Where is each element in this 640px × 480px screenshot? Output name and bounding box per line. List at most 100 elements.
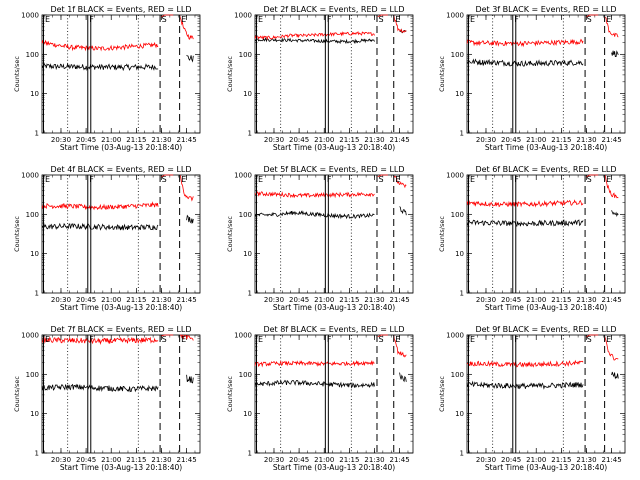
lld-trace — [161, 174, 174, 178]
lld-trace — [586, 174, 599, 178]
y-tick-label: 1000 — [21, 172, 39, 180]
events-trace — [399, 206, 407, 216]
marker-label: S — [587, 175, 592, 184]
y-tick-label: 100 — [451, 211, 464, 219]
panel-det-2: Det 2f BLACK = Events, RED = LLD 1 10 100 10… — [226, 5, 414, 152]
plot-frame — [466, 334, 626, 454]
events-trace — [254, 37, 375, 45]
x-tick-label: 21:00 — [101, 456, 121, 464]
x-tick-label: 21:00 — [526, 456, 546, 464]
marker-label: S — [587, 335, 592, 344]
marker-label: E — [470, 15, 475, 24]
panel-title: Det 7f BLACK = Events, RED = LLD — [50, 325, 191, 334]
y-axis-label: Counts/sec — [226, 376, 234, 412]
x-tick-label: 20:30 — [264, 296, 284, 304]
x-tick-label: 21:30 — [151, 456, 171, 464]
x-tick-label: 20:45 — [289, 456, 309, 464]
events-trace — [186, 214, 194, 224]
x-tick-label: 21:00 — [526, 296, 546, 304]
x-tick-label: 21:30 — [151, 296, 171, 304]
x-tick-label: 21:45 — [390, 296, 410, 304]
plot-frame — [41, 14, 201, 134]
y-tick-label: 100 — [451, 371, 464, 379]
y-tick-label: 10 — [243, 90, 252, 98]
y-tick-label: 100 — [239, 51, 252, 59]
x-axis-label: Start Time (03-Aug-13 20:18:40) — [273, 463, 395, 472]
panel-det-3: Det 3f BLACK = Events, RED = LLD 1 10 100 10… — [438, 5, 626, 152]
panel-det-6: Det 6f BLACK = Events, RED = LLD 1 10 100 10… — [438, 165, 626, 312]
panel-title: Det 5f BLACK = Events, RED = LLD — [263, 165, 404, 174]
y-tick-label: 100 — [451, 51, 464, 59]
panel-title: Det 3f BLACK = Events, RED = LLD — [475, 5, 616, 14]
marker-label: E — [606, 15, 611, 24]
x-tick-label: 21:15 — [339, 296, 359, 304]
marker-label: E — [606, 335, 611, 344]
y-axis-label: Counts/sec — [226, 216, 234, 252]
lld-trace — [466, 359, 584, 368]
x-tick-label: 20:45 — [289, 296, 309, 304]
y-tick-label: 10 — [455, 250, 464, 258]
lld-trace — [179, 14, 194, 40]
x-tick-label: 21:30 — [576, 136, 596, 144]
events-trace — [611, 210, 619, 218]
lld-trace — [586, 334, 599, 338]
marker-label: F — [89, 335, 94, 344]
events-trace — [611, 371, 619, 380]
x-tick-label: 21:30 — [364, 136, 384, 144]
x-axis-label: Start Time (03-Aug-13 20:18:40) — [273, 143, 395, 152]
x-tick-label: 21:45 — [177, 296, 197, 304]
lld-trace — [161, 334, 174, 337]
y-tick-label: 100 — [239, 371, 252, 379]
y-tick-label: 1 — [248, 290, 252, 298]
y-axis-label: Counts/sec — [13, 56, 21, 92]
marker-label: E — [258, 335, 263, 344]
marker-label: E — [395, 335, 400, 344]
marker-label: E — [606, 175, 611, 184]
y-tick-label: 1 — [248, 450, 252, 458]
plot-frame — [254, 174, 414, 294]
plot-frame — [41, 174, 201, 294]
y-tick-label: 10 — [243, 250, 252, 258]
y-axis-label: Counts/sec — [438, 56, 446, 92]
marker-label: S — [162, 15, 167, 24]
x-tick-label: 21:30 — [151, 136, 171, 144]
y-tick-label: 1000 — [234, 12, 252, 20]
x-tick-label: 21:00 — [314, 296, 334, 304]
events-trace — [466, 219, 584, 227]
y-tick-label: 1 — [460, 290, 464, 298]
y-axis-label: Counts/sec — [13, 216, 21, 252]
marker-label: E — [470, 335, 475, 344]
x-tick-label: 21:45 — [390, 456, 410, 464]
y-tick-label: 1 — [460, 130, 464, 138]
marker-label: F — [89, 15, 94, 24]
lld-trace — [377, 14, 388, 18]
x-tick-label: 21:15 — [551, 136, 571, 144]
marker-label: F — [514, 15, 519, 24]
lld-trace — [254, 191, 375, 199]
x-tick-label: 20:45 — [501, 136, 521, 144]
lld-trace — [393, 175, 407, 189]
events-trace — [466, 380, 584, 390]
events-trace — [41, 62, 159, 72]
x-tick-label: 20:45 — [501, 456, 521, 464]
x-axis-label: Start Time (03-Aug-13 20:18:40) — [273, 303, 395, 312]
x-axis-label: Start Time (03-Aug-13 20:18:40) — [60, 303, 182, 312]
x-tick-label: 21:45 — [177, 456, 197, 464]
y-axis-label: Counts/sec — [438, 376, 446, 412]
y-tick-label: 10 — [30, 90, 39, 98]
y-tick-label: 1000 — [446, 332, 464, 340]
lld-trace — [393, 334, 407, 358]
x-tick-label: 20:30 — [264, 456, 284, 464]
plot-frame — [41, 334, 201, 454]
panel-det-4: Det 4f BLACK = Events, RED = LLD 1 10 100 10… — [13, 165, 201, 312]
marker-label: E — [470, 175, 475, 184]
events-trace — [41, 383, 159, 393]
x-tick-label: 20:30 — [476, 296, 496, 304]
x-axis-label: Start Time (03-Aug-13 20:18:40) — [60, 463, 182, 472]
plot-frame — [254, 14, 414, 134]
marker-label: S — [587, 15, 592, 24]
x-tick-label: 20:30 — [51, 456, 71, 464]
x-tick-label: 21:15 — [339, 136, 359, 144]
marker-label: E — [45, 335, 50, 344]
